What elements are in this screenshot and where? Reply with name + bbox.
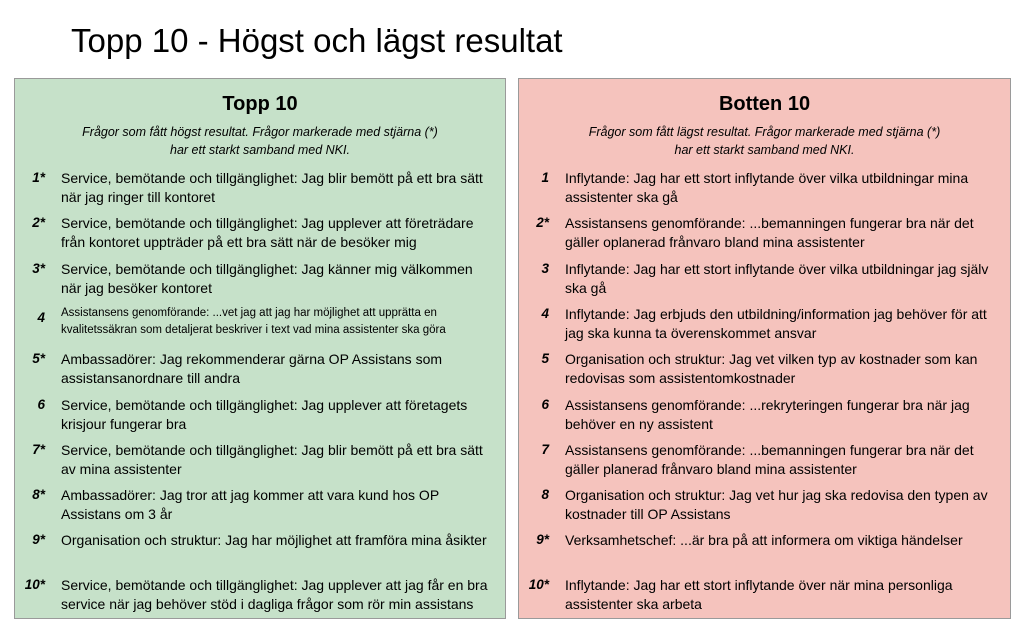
item-text-line1: Assistansens genomförande: ...bemanninge…	[565, 215, 974, 231]
item-number: 9*	[536, 532, 549, 547]
item-number: 1*	[32, 170, 45, 185]
top-10-panel: Topp 10 Frågor som fått högst resultat. …	[14, 78, 506, 619]
item-text-line2: gäller planerad frånvaro bland mina assi…	[565, 461, 857, 477]
item-text-line1: Organisation och struktur: Jag vet hur j…	[565, 487, 988, 503]
bottom-10-heading: Botten 10	[718, 93, 811, 115]
item-text-line2: assistansanordnare till andra	[61, 370, 240, 386]
item-text-line1: Service, bemötande och tillgänglighet: J…	[61, 170, 483, 186]
item-number: 2*	[32, 215, 45, 230]
item-text: Service, bemötande och tillgänglighet: J…	[61, 214, 499, 252]
item-text-line1: Inflytande: Jag har ett stort inflytande…	[565, 577, 953, 593]
item-text-line1: Service, bemötande och tillgänglighet: J…	[61, 397, 468, 413]
item-text: Organisation och struktur: Jag vet hur j…	[565, 486, 1004, 524]
bottom-10-subtitle: Frågor som fått lägst resultat. Frågor m…	[519, 123, 1010, 159]
top-10-heading: Topp 10	[222, 93, 298, 115]
item-text-line2: gäller oplanerad frånvaro bland mina ass…	[565, 234, 865, 250]
item-number: 10*	[528, 577, 549, 592]
item-text: Inflytande: Jag har ett stort inflytande…	[565, 260, 1004, 298]
item-number: 2*	[536, 215, 549, 230]
item-text-line1: Verksamhetschef: ...är bra på att inform…	[565, 532, 963, 548]
item-number: 3*	[32, 261, 45, 276]
item-text: Ambassadörer: Jag tror att jag kommer at…	[61, 486, 499, 524]
item-text-line1: Inflytande: Jag har ett stort inflytande…	[565, 170, 969, 186]
item-text-line1: Inflytande: Jag erbjuds den utbildning/i…	[565, 306, 987, 322]
item-text: Ambassadörer: Jag rekommenderar gärna OP…	[61, 350, 499, 388]
item-number: 8*	[32, 487, 45, 502]
top-10-subtitle: Frågor som fått högst resultat. Frågor m…	[15, 123, 505, 159]
item-text: Inflytande: Jag erbjuds den utbildning/i…	[565, 305, 1004, 343]
bottom-10-subtitle-line2: har ett starkt samband med NKI.	[674, 143, 855, 157]
item-text-line1: Assistansens genomförande: ...vet jag at…	[61, 307, 437, 319]
item-number: 4	[37, 310, 45, 325]
item-text-line2: av mina assistenter	[61, 461, 182, 477]
item-number: 3	[541, 261, 549, 276]
item-number: 1	[541, 170, 549, 185]
item-number: 5*	[32, 351, 45, 366]
item-text-line1: Ambassadörer: Jag tror att jag kommer at…	[61, 487, 440, 503]
item-text-line2: när jag besöker kontoret	[61, 280, 212, 296]
item-text-line1: Service, bemötande och tillgänglighet: J…	[61, 215, 474, 231]
item-text-line2: jag ska kunna ta överenskommet ansvar	[565, 325, 817, 341]
item-text: Service, bemötande och tillgänglighet: J…	[61, 396, 499, 434]
item-text-line2: service när jag behöver stöd i dagliga f…	[61, 596, 474, 612]
item-text-line2: kostnader till OP Assistans	[565, 506, 731, 522]
item-text: Assistansens genomförande: ...rekryterin…	[565, 396, 1004, 434]
item-text: Assistansens genomförande: ...vet jag at…	[61, 305, 499, 339]
item-text: Organisation och struktur: Jag har möjli…	[61, 531, 499, 550]
item-number: 8	[541, 487, 549, 502]
item-text: Organisation och struktur: Jag vet vilke…	[565, 350, 1004, 388]
top-10-subtitle-line2: har ett starkt samband med NKI.	[170, 143, 350, 157]
item-number: 4	[541, 306, 549, 321]
item-text-line2: assistenter ska gå	[565, 189, 678, 205]
item-text: Service, bemötande och tillgänglighet: J…	[61, 260, 499, 298]
item-text-line1: Organisation och struktur: Jag vet vilke…	[565, 351, 978, 367]
item-text-line2: behöver en ny assistent	[565, 416, 713, 432]
item-text-line2: när jag ringer till kontoret	[61, 189, 216, 205]
item-text-line1: Service, bemötande och tillgänglighet: J…	[61, 442, 483, 458]
item-number: 6	[541, 397, 549, 412]
slide-title: Topp 10 - Högst och lägst resultat	[71, 22, 563, 59]
bottom-10-panel: Botten 10 Frågor som fått lägst resultat…	[518, 78, 1011, 619]
item-text: Assistansens genomförande: ...bemanninge…	[565, 441, 1004, 479]
item-number: 5	[541, 351, 549, 366]
bottom-10-subtitle-line1: Frågor som fått lägst resultat. Frågor m…	[588, 125, 941, 139]
item-text-line1: Inflytande: Jag har ett stort inflytande…	[565, 261, 989, 277]
item-text: Inflytande: Jag har ett stort inflytande…	[565, 169, 1004, 207]
item-text-line1: Assistansens genomförande: ...rekryterin…	[565, 397, 970, 413]
item-number: 10*	[24, 577, 45, 592]
item-number: 7*	[32, 442, 45, 457]
item-number: 6	[37, 397, 45, 412]
item-text-line2: från kontoret uppträder på ett bra sätt …	[61, 234, 417, 250]
item-text-line2: redovisas som assistentomkostnader	[565, 370, 796, 386]
item-text-line2: Assistans om 3 år	[61, 506, 173, 522]
item-text: Verksamhetschef: ...är bra på att inform…	[565, 531, 1004, 550]
item-text-line1: Assistansens genomförande: ...bemanninge…	[565, 442, 974, 458]
item-number: 9*	[32, 532, 45, 547]
item-text: Assistansens genomförande: ...bemanninge…	[565, 214, 1004, 252]
item-text: Service, bemötande och tillgänglighet: J…	[61, 169, 499, 207]
top-10-subtitle-line1: Frågor som fått högst resultat. Frågor m…	[82, 125, 438, 139]
item-text-line1: Service, bemötande och tillgänglighet: J…	[61, 577, 488, 593]
item-text: Inflytande: Jag har ett stort inflytande…	[565, 576, 1004, 614]
item-text-line2: krisjour fungerar bra	[61, 416, 187, 432]
item-text-line1: Ambassadörer: Jag rekommenderar gärna OP…	[61, 351, 443, 367]
item-text-line2: kvalitetssäkran som detaljerat beskriver…	[61, 324, 446, 336]
item-text-line2: ska gå	[565, 280, 607, 296]
item-text: Service, bemötande och tillgänglighet: J…	[61, 441, 499, 479]
item-text: Service, bemötande och tillgänglighet: J…	[61, 576, 499, 614]
item-number: 7	[541, 442, 549, 457]
item-text-line1: Service, bemötande och tillgänglighet: J…	[61, 261, 473, 277]
item-text-line2: assistenter ska arbeta	[565, 596, 702, 612]
item-text-line1: Organisation och struktur: Jag har möjli…	[61, 532, 487, 548]
